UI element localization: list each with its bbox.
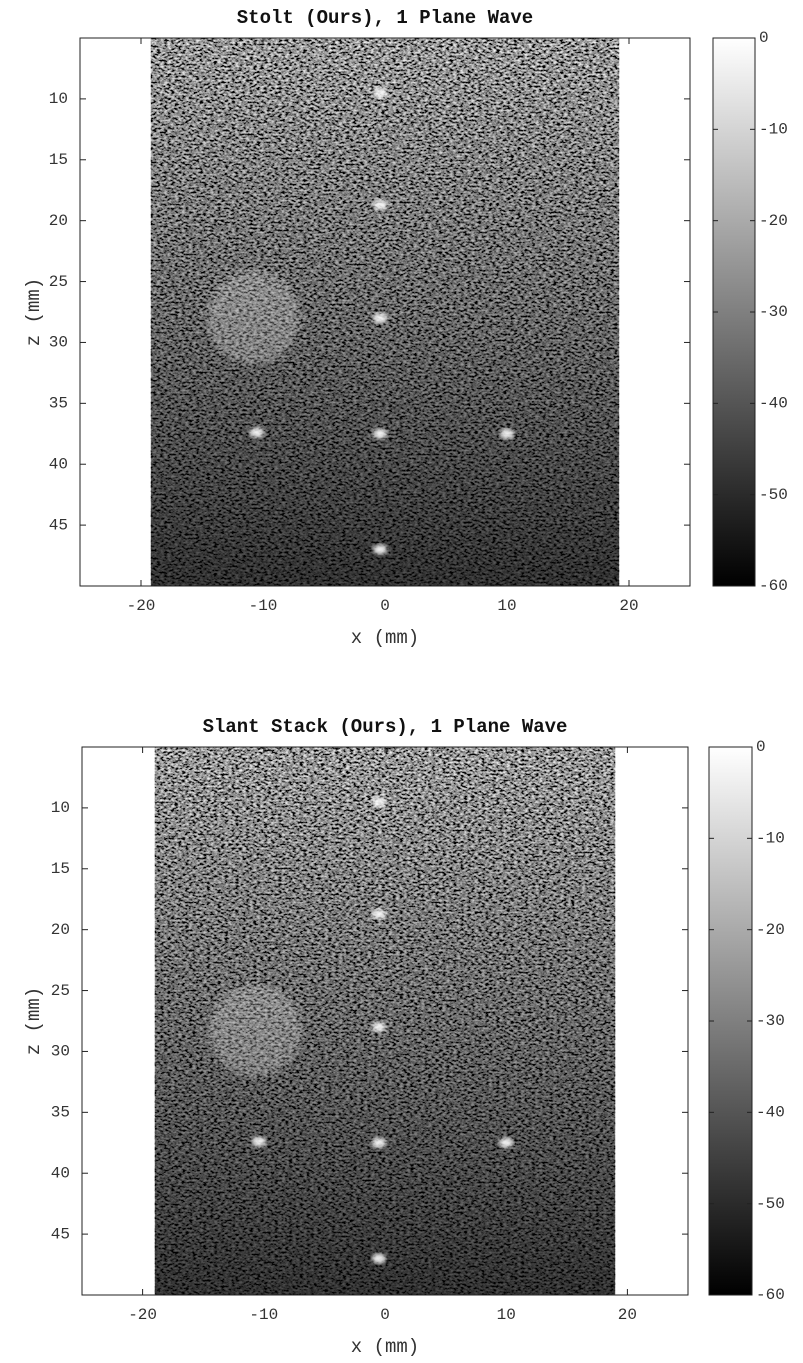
colorbar-tick-label: 0 [756, 738, 766, 756]
colorbar-tick-label: -30 [756, 1012, 785, 1030]
y-tick-label: 25 [49, 273, 68, 291]
y-tick-label: 20 [51, 921, 70, 939]
y-tick-label: 25 [51, 982, 70, 1000]
y-tick-label: 10 [51, 799, 70, 817]
point-target [249, 427, 264, 438]
y-tick-label: 30 [49, 334, 68, 352]
colorbar-tick-label: -20 [759, 212, 788, 230]
y-tick-label: 15 [51, 860, 70, 878]
point-target [373, 428, 388, 439]
y-tick-label: 30 [51, 1043, 70, 1061]
y-tick-label: 20 [49, 212, 68, 230]
colorbar [712, 37, 756, 587]
point-target [499, 1137, 514, 1148]
chart-title: Slant Stack (Ours), 1 Plane Wave [203, 716, 568, 738]
point-target [371, 1253, 386, 1264]
y-tick-label: 40 [49, 455, 68, 473]
colorbar-tick-label: -40 [759, 395, 788, 413]
x-tick-label: 10 [497, 597, 516, 615]
point-target [373, 313, 388, 324]
y-tick-label: 35 [51, 1104, 70, 1122]
point-target [251, 1136, 266, 1147]
cyst [209, 984, 302, 1077]
x-axis-label: x (mm) [351, 1336, 419, 1358]
point-target [373, 544, 388, 555]
y-tick-label: 10 [49, 90, 68, 108]
x-tick-label: -10 [249, 597, 278, 615]
colorbar-tick-label: 0 [759, 29, 769, 47]
colorbar [708, 746, 753, 1296]
x-tick-label: -10 [249, 1306, 278, 1324]
colorbar-tick-label: -10 [759, 121, 788, 139]
point-target [371, 1022, 386, 1033]
chart: Stolt (Ours), 1 Plane Wave -20 -10 0 10 20 10 1… [23, 7, 788, 649]
y-tick-label: 15 [49, 151, 68, 169]
colorbar-tick-label: -40 [756, 1104, 785, 1122]
y-axis-label: z (mm) [23, 278, 45, 346]
point-target [371, 908, 386, 919]
y-tick-label: 45 [49, 516, 68, 534]
x-tick-label: -20 [128, 1306, 157, 1324]
y-tick-label: 45 [51, 1225, 70, 1243]
image [154, 747, 616, 1295]
point-target [500, 428, 514, 439]
colorbar-tick-label: -50 [756, 1195, 785, 1213]
chart-title: Stolt (Ours), 1 Plane Wave [237, 7, 533, 29]
point-target [373, 199, 388, 210]
x-axis-label: x (mm) [351, 627, 419, 649]
y-tick-label: 40 [51, 1164, 70, 1182]
x-tick-label: 0 [380, 597, 390, 615]
x-tick-label: 0 [380, 1306, 390, 1324]
image [150, 38, 620, 586]
y-axis-label: z (mm) [23, 987, 45, 1055]
colorbar-tick-label: -50 [759, 486, 788, 504]
colorbar-tick-label: -10 [756, 830, 785, 848]
x-tick-label: 20 [619, 597, 638, 615]
point-target [371, 1137, 386, 1148]
y-tick-label: 35 [49, 395, 68, 413]
point-target [371, 796, 386, 807]
colorbar-tick-label: -60 [756, 1286, 785, 1304]
x-tick-label: 10 [497, 1306, 516, 1324]
x-tick-label: -20 [127, 597, 156, 615]
colorbar-tick-label: -60 [759, 577, 788, 595]
x-tick-label: 20 [618, 1306, 637, 1324]
colorbar-tick-label: -20 [756, 921, 785, 939]
point-target [373, 87, 388, 98]
chart: Slant Stack (Ours), 1 Plane Wave -20 -10 0 1… [23, 716, 785, 1358]
colorbar-tick-label: -30 [759, 303, 788, 321]
cyst [206, 271, 300, 365]
